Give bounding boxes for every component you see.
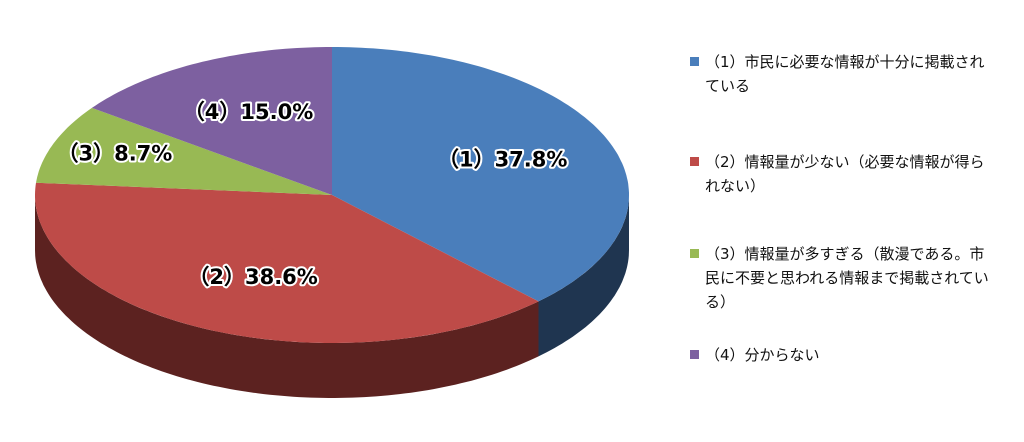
legend-swatch bbox=[690, 350, 699, 359]
value-label: （2）38.6% bbox=[188, 265, 317, 289]
legend-item: （1）市民に必要な情報が十分に掲載されている bbox=[690, 50, 990, 98]
legend-swatch bbox=[690, 157, 699, 166]
legend-item: （2）情報量が少ない（必要な情報が得られない） bbox=[690, 150, 990, 198]
legend-label: （3）情報量が多すぎる（散漫である。市民に不要と思われる情報まで掲載されている） bbox=[705, 245, 989, 311]
value-label: （3）8.7% bbox=[57, 142, 172, 166]
pie-side bbox=[538, 195, 629, 357]
value-label: （1）37.8% bbox=[438, 148, 567, 172]
pie-side bbox=[35, 195, 539, 398]
legend-item: （3）情報量が多すぎる（散漫である。市民に不要と思われる情報まで掲載されている） bbox=[690, 242, 990, 314]
legend-label: （2）情報量が少ない（必要な情報が得られない） bbox=[705, 153, 985, 195]
pie-slice bbox=[36, 107, 332, 195]
pie-slice bbox=[91, 47, 333, 195]
legend-swatch bbox=[690, 57, 699, 66]
value-label: （4）15.0% bbox=[184, 100, 313, 124]
pie-slice bbox=[332, 47, 629, 302]
pie-slice bbox=[35, 182, 539, 343]
legend-swatch bbox=[690, 249, 699, 258]
legend-label: （1）市民に必要な情報が十分に掲載されている bbox=[705, 53, 985, 95]
legend-item: （4）分からない bbox=[690, 343, 990, 367]
legend-label: （4）分からない bbox=[705, 346, 820, 364]
